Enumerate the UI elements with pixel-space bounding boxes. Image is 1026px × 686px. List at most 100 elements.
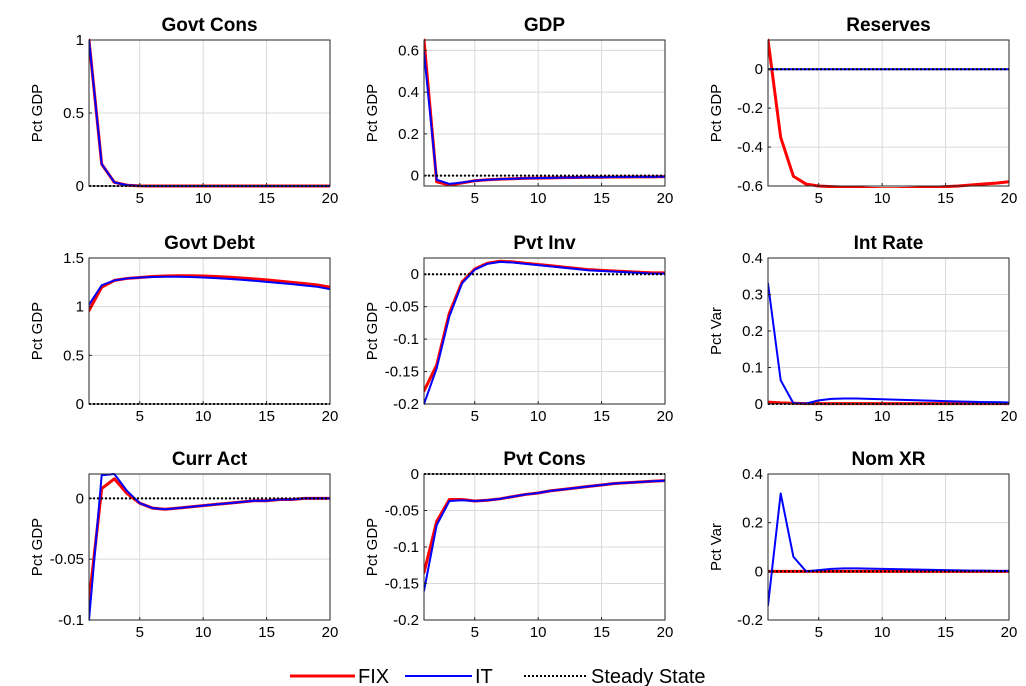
x-tick-label: 5 <box>815 408 823 425</box>
x-tick-label: 5 <box>136 408 144 425</box>
y-tick-label: 0.3 <box>742 287 763 304</box>
y-axis-label: Pct GDP <box>364 518 381 576</box>
axes-border <box>767 39 1010 187</box>
y-tick-label: 0 <box>411 168 419 185</box>
x-tick-label: 10 <box>874 624 891 641</box>
y-tick-label: -0.05 <box>50 551 84 568</box>
series-group <box>424 38 665 187</box>
x-tick-label: 20 <box>1001 190 1018 207</box>
x-tick-label: 20 <box>657 190 674 207</box>
x-tick-label: 20 <box>1001 408 1018 425</box>
panel-nom-xr: 5 10 15 20 -0.2 0 0.2 0.4 Nom XR Pct Var <box>708 449 1017 641</box>
series-line-it <box>424 260 665 405</box>
y-tick-label: 0.4 <box>398 84 419 101</box>
x-tick-label: 5 <box>136 624 144 641</box>
x-tick-label: 15 <box>258 624 275 641</box>
y-tick-label: -0.4 <box>737 139 763 156</box>
x-tick-label: 20 <box>1001 624 1018 641</box>
series-line-it <box>424 51 665 185</box>
y-tick-label: -0.2 <box>393 396 419 413</box>
series-group <box>89 473 330 621</box>
y-tick-label: 0.4 <box>742 466 763 483</box>
y-tick-label: 0 <box>76 396 84 413</box>
panel-pvt-inv: 5 10 15 20 -0.2 -0.15 -0.1 -0.05 0 Pvt Inv Pct GDP <box>364 233 673 425</box>
x-tick-label: 5 <box>815 624 823 641</box>
x-tick-label: 10 <box>530 190 547 207</box>
axes-box <box>423 257 666 405</box>
panel-title: Reserves <box>846 15 931 36</box>
y-tick-label: 0 <box>411 466 419 483</box>
x-tick-label: 15 <box>593 624 610 641</box>
y-tick-label: 0.1 <box>742 360 763 377</box>
x-tick-label: 20 <box>322 190 339 207</box>
axes-box <box>423 39 666 187</box>
x-tick-label: 5 <box>471 408 479 425</box>
y-tick-label: -0.6 <box>737 178 763 195</box>
y-axis-label: Pct Var <box>708 307 725 355</box>
y-tick-label: 1.5 <box>63 250 84 267</box>
panel-gdp: 5 10 15 20 0 0.2 0.4 0.6 GDP Pct GDP <box>364 15 673 207</box>
y-tick-label: -0.15 <box>385 576 419 593</box>
y-axis-label: Pct GDP <box>708 84 725 142</box>
panel-title: Int Rate <box>854 233 924 254</box>
y-tick-label: 0 <box>755 563 763 580</box>
y-tick-label: 0 <box>76 490 84 507</box>
y-tick-label: 0.5 <box>63 105 84 122</box>
axes-border <box>423 257 666 405</box>
legend-label-it: IT <box>475 666 493 686</box>
panel-title: Govt Cons <box>161 15 257 36</box>
y-tick-label: -0.1 <box>58 612 84 629</box>
x-tick-label: 10 <box>195 190 212 207</box>
y-axis-label: Pct GDP <box>29 84 46 142</box>
x-tick-label: 5 <box>136 190 144 207</box>
y-tick-label: 0.4 <box>742 250 763 267</box>
panel-title: Curr Act <box>172 449 248 470</box>
axes-border <box>767 473 1010 621</box>
axes-border <box>88 473 331 621</box>
y-tick-label: 0 <box>755 61 763 78</box>
y-axis-label: Pct GDP <box>29 302 46 360</box>
y-tick-label: -0.05 <box>385 299 419 316</box>
panel-govt-cons: 5 10 15 20 0 0.5 1 Govt Cons Pct GDP <box>29 15 338 207</box>
panel-title: Nom XR <box>852 449 926 470</box>
y-tick-label: -0.05 <box>385 503 419 520</box>
y-tick-label: -0.1 <box>393 539 419 556</box>
y-tick-label: -0.1 <box>393 331 419 348</box>
y-tick-label: 1 <box>76 299 84 316</box>
y-axis-label: Pct GDP <box>364 302 381 360</box>
x-tick-label: 20 <box>322 408 339 425</box>
axes-border <box>88 257 331 405</box>
panel-int-rate: 5 10 15 20 0 0.1 0.2 0.3 0.4 Int Rate Pct Var <box>708 233 1017 425</box>
y-tick-label: -0.2 <box>737 612 763 629</box>
y-axis-label: Pct Var <box>708 523 725 571</box>
y-tick-label: 0.2 <box>742 323 763 340</box>
panels-grid: 5 10 15 20 0 0.5 1 Govt Cons Pct GDP 5 10 15 20 0 0.2 0… <box>29 15 1017 641</box>
series-line-it <box>89 275 330 306</box>
x-tick-label: 10 <box>195 408 212 425</box>
x-tick-label: 15 <box>937 190 954 207</box>
y-tick-label: 0.2 <box>742 515 763 532</box>
axes-border <box>423 39 666 187</box>
axes-box <box>88 473 331 621</box>
x-tick-label: 10 <box>195 624 212 641</box>
series-group <box>768 492 1009 607</box>
x-tick-label: 20 <box>322 624 339 641</box>
axes-box <box>767 39 1010 187</box>
series-group <box>424 259 665 405</box>
y-tick-label: -0.2 <box>393 612 419 629</box>
y-tick-label: -0.2 <box>737 100 763 117</box>
y-tick-label: 0 <box>411 266 419 283</box>
x-tick-label: 15 <box>593 190 610 207</box>
x-tick-label: 5 <box>815 190 823 207</box>
y-tick-label: 0.6 <box>398 42 419 59</box>
x-tick-label: 10 <box>874 408 891 425</box>
series-line-it <box>424 479 665 592</box>
x-tick-label: 10 <box>530 408 547 425</box>
legend: FIX IT Steady State <box>290 666 706 686</box>
y-tick-label: -0.15 <box>385 364 419 381</box>
panel-govt-debt: 5 10 15 20 0 0.5 1 1.5 Govt Debt Pct GDP <box>29 233 338 425</box>
y-tick-label: 0 <box>755 396 763 413</box>
axes-box <box>767 473 1010 621</box>
x-tick-label: 15 <box>258 408 275 425</box>
